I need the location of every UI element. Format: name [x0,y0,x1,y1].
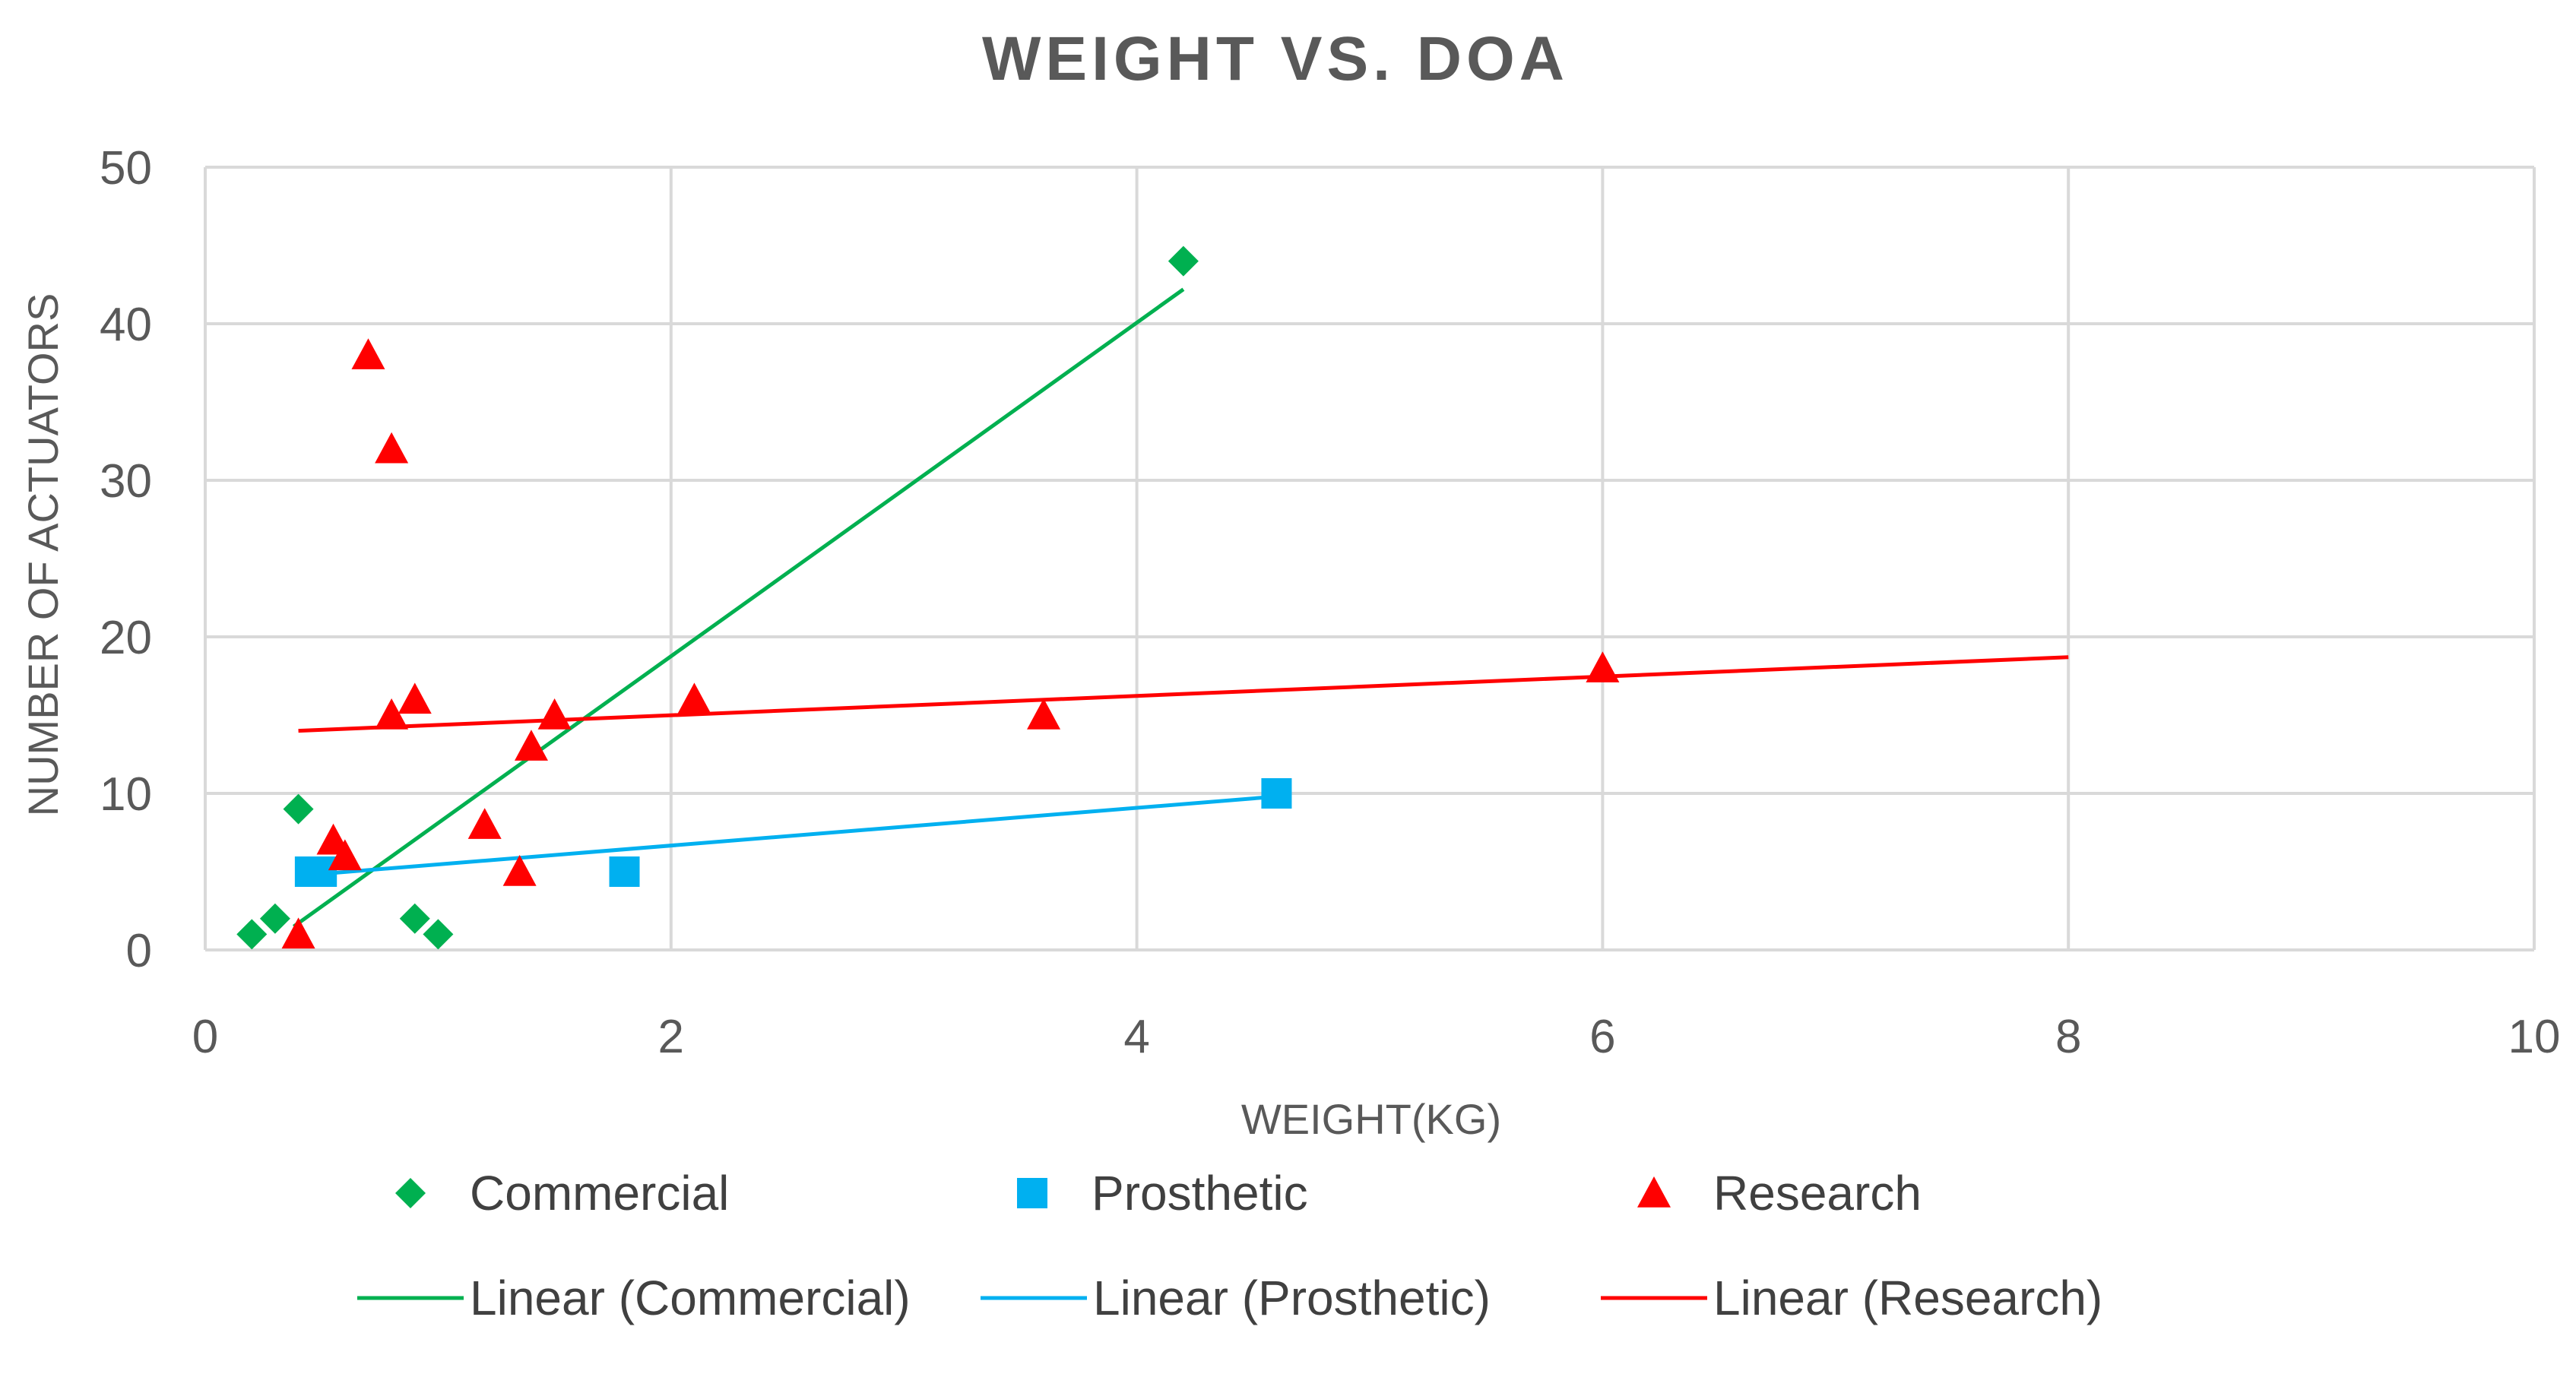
x-tick-label: 0 [192,1011,218,1063]
research-point [375,698,409,730]
research-point [467,808,502,839]
y-tick-label: 10 [100,768,152,821]
legend-label-linear-research: Linear (Research) [1713,1271,2102,1325]
commercial-point [236,919,268,950]
research-point [398,682,432,714]
legend-label-research: Research [1713,1166,1922,1220]
x-tick-label: 2 [658,1011,684,1063]
prosthetic-point [609,856,640,887]
commercial-point [259,903,290,934]
research-point [1027,698,1061,730]
tick-labels: 0 2 4 6 8 10 0 10 20 30 40 50 [100,142,2560,1063]
research-point [502,855,537,886]
research-point [281,917,315,949]
y-tick-label: 30 [100,455,152,508]
legend-marker-research [1637,1176,1671,1208]
trendline-linear-prosthetic [309,794,1277,877]
commercial-point [283,793,314,825]
research-point [375,432,409,464]
commercial-point [423,919,454,950]
y-tick-label: 50 [100,142,152,195]
legend-label-commercial: Commercial [470,1166,729,1220]
research-point [514,730,548,761]
grid [204,166,2536,951]
y-tick-label: 20 [100,612,152,664]
research-point [677,682,711,714]
trendlines [292,287,2069,929]
x-tick-label: 8 [2055,1011,2081,1063]
trendline-linear-commercial [292,287,1185,929]
x-tick-label: 6 [1589,1011,1615,1063]
data-points [236,245,1620,950]
legend-label-prosthetic: Prosthetic [1092,1166,1308,1220]
commercial-point [1168,245,1199,277]
research-point [537,698,572,730]
prosthetic-point [306,856,337,887]
legend: Commercial Prosthetic Research Linear (Comm… [357,1166,2102,1325]
chart-title: WEIGHT VS. DOA [982,24,1569,93]
y-tick-label: 0 [126,925,152,977]
y-tick-label: 40 [100,299,152,351]
prosthetic-point [1261,778,1292,809]
trendline-linear-research [298,655,2069,733]
research-point [1586,651,1620,682]
x-tick-label: 10 [2508,1011,2561,1063]
y-axis-label: NUMBER OF ACTUATORS [19,293,67,817]
legend-label-linear-commercial: Linear (Commercial) [470,1271,911,1325]
x-axis-label: WEIGHT(KG) [1241,1095,1501,1143]
commercial-point [399,903,430,934]
x-tick-label: 4 [1123,1011,1149,1063]
research-point [328,839,362,871]
legend-marker-prosthetic [1017,1178,1047,1208]
legend-label-linear-prosthetic: Linear (Prosthetic) [1093,1271,1491,1325]
legend-marker-commercial [395,1178,426,1208]
research-point [351,338,385,369]
